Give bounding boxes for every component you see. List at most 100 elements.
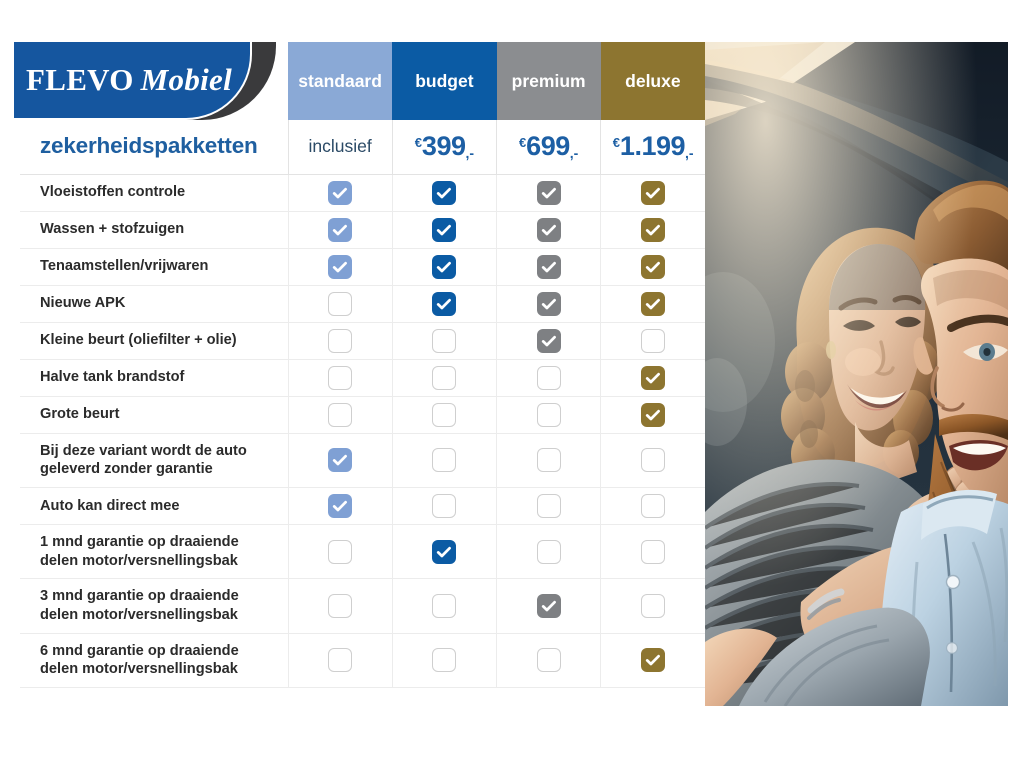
- checkbox-checked-icon[interactable]: [328, 493, 353, 518]
- feature-cell-premium[interactable]: [495, 433, 601, 488]
- feature-cell-standaard[interactable]: [287, 396, 393, 434]
- checkbox-checked-icon[interactable]: [641, 291, 666, 316]
- feature-cell-premium[interactable]: [495, 396, 601, 434]
- feature-cell-premium[interactable]: [495, 524, 601, 580]
- checkbox-checked-icon[interactable]: [536, 328, 561, 353]
- column-header-deluxe[interactable]: deluxe: [600, 42, 705, 120]
- checkbox-unchecked-icon[interactable]: [432, 328, 457, 353]
- checkbox-unchecked-icon[interactable]: [328, 539, 353, 564]
- feature-cell-budget[interactable]: [391, 633, 497, 688]
- checkbox-checked-icon[interactable]: [432, 539, 457, 564]
- checkbox-unchecked-icon[interactable]: [328, 402, 353, 427]
- feature-cell-premium[interactable]: [495, 211, 601, 249]
- checkbox-checked-icon[interactable]: [432, 180, 457, 205]
- checkbox-unchecked-icon[interactable]: [432, 448, 457, 473]
- feature-cell-budget[interactable]: [391, 487, 497, 525]
- checkbox-checked-icon[interactable]: [641, 217, 666, 242]
- checkbox-unchecked-icon[interactable]: [536, 493, 561, 518]
- feature-cell-premium[interactable]: [495, 322, 601, 360]
- checkbox-unchecked-icon[interactable]: [328, 648, 353, 673]
- checkbox-checked-icon[interactable]: [641, 365, 666, 390]
- checkbox-unchecked-icon[interactable]: [536, 365, 561, 390]
- feature-cell-premium[interactable]: [495, 578, 601, 634]
- checkbox-checked-icon[interactable]: [536, 254, 561, 279]
- checkbox-unchecked-icon[interactable]: [536, 402, 561, 427]
- checkbox-unchecked-icon[interactable]: [641, 493, 666, 518]
- checkbox-checked-icon[interactable]: [641, 254, 666, 279]
- feature-cell-budget[interactable]: [391, 433, 497, 488]
- checkbox-unchecked-icon[interactable]: [641, 593, 666, 618]
- column-header-budget[interactable]: budget: [392, 42, 497, 120]
- checkbox-checked-icon[interactable]: [536, 593, 561, 618]
- feature-cell-standaard[interactable]: [287, 174, 393, 212]
- feature-cell-budget[interactable]: [391, 396, 497, 434]
- column-header-standaard[interactable]: standaard: [288, 42, 393, 120]
- feature-cell-budget[interactable]: [391, 248, 497, 286]
- checkbox-unchecked-icon[interactable]: [641, 539, 666, 564]
- column-header-premium[interactable]: premium: [496, 42, 601, 120]
- feature-cell-standaard[interactable]: [287, 285, 393, 323]
- feature-cell-budget[interactable]: [391, 174, 497, 212]
- feature-cell-budget[interactable]: [391, 211, 497, 249]
- feature-cell-premium[interactable]: [495, 633, 601, 688]
- feature-cell-budget[interactable]: [391, 359, 497, 397]
- checkbox-checked-icon[interactable]: [641, 180, 666, 205]
- feature-cell-deluxe[interactable]: [600, 359, 705, 397]
- checkbox-checked-icon[interactable]: [641, 648, 666, 673]
- checkbox-unchecked-icon[interactable]: [432, 365, 457, 390]
- checkbox-checked-icon[interactable]: [536, 291, 561, 316]
- feature-cell-deluxe[interactable]: [600, 322, 705, 360]
- checkbox-unchecked-icon[interactable]: [536, 648, 561, 673]
- feature-cell-budget[interactable]: [391, 524, 497, 580]
- feature-cell-standaard[interactable]: [287, 211, 393, 249]
- feature-cell-standaard[interactable]: [287, 578, 393, 634]
- feature-cell-premium[interactable]: [495, 285, 601, 323]
- checkbox-unchecked-icon[interactable]: [432, 402, 457, 427]
- feature-cell-standaard[interactable]: [287, 248, 393, 286]
- checkbox-checked-icon[interactable]: [328, 217, 353, 242]
- checkbox-checked-icon[interactable]: [328, 448, 353, 473]
- checkbox-unchecked-icon[interactable]: [641, 448, 666, 473]
- checkbox-unchecked-icon[interactable]: [641, 328, 666, 353]
- checkbox-checked-icon[interactable]: [432, 291, 457, 316]
- feature-cell-premium[interactable]: [495, 487, 601, 525]
- feature-cell-standaard[interactable]: [287, 633, 393, 688]
- feature-cell-deluxe[interactable]: [600, 524, 705, 580]
- feature-cell-premium[interactable]: [495, 174, 601, 212]
- feature-cell-premium[interactable]: [495, 248, 601, 286]
- feature-cell-budget[interactable]: [391, 578, 497, 634]
- checkbox-unchecked-icon[interactable]: [328, 328, 353, 353]
- feature-cell-budget[interactable]: [391, 322, 497, 360]
- feature-cell-standaard[interactable]: [287, 322, 393, 360]
- feature-cell-deluxe[interactable]: [600, 633, 705, 688]
- feature-cell-deluxe[interactable]: [600, 285, 705, 323]
- checkbox-checked-icon[interactable]: [536, 180, 561, 205]
- feature-cell-deluxe[interactable]: [600, 433, 705, 488]
- checkbox-checked-icon[interactable]: [641, 402, 666, 427]
- checkbox-unchecked-icon[interactable]: [432, 648, 457, 673]
- checkbox-unchecked-icon[interactable]: [432, 493, 457, 518]
- checkbox-unchecked-icon[interactable]: [432, 593, 457, 618]
- feature-cell-deluxe[interactable]: [600, 396, 705, 434]
- checkbox-unchecked-icon[interactable]: [536, 448, 561, 473]
- feature-cell-standaard[interactable]: [287, 433, 393, 488]
- checkbox-unchecked-icon[interactable]: [328, 593, 353, 618]
- checkbox-checked-icon[interactable]: [432, 254, 457, 279]
- feature-cell-budget[interactable]: [391, 285, 497, 323]
- feature-cell-standaard[interactable]: [287, 359, 393, 397]
- feature-cell-deluxe[interactable]: [600, 174, 705, 212]
- feature-cell-premium[interactable]: [495, 359, 601, 397]
- checkbox-checked-icon[interactable]: [328, 254, 353, 279]
- checkbox-checked-icon[interactable]: [536, 217, 561, 242]
- checkbox-checked-icon[interactable]: [328, 180, 353, 205]
- feature-cell-deluxe[interactable]: [600, 487, 705, 525]
- checkbox-unchecked-icon[interactable]: [328, 365, 353, 390]
- feature-cell-deluxe[interactable]: [600, 248, 705, 286]
- checkbox-unchecked-icon[interactable]: [536, 539, 561, 564]
- feature-cell-deluxe[interactable]: [600, 578, 705, 634]
- checkbox-unchecked-icon[interactable]: [328, 291, 353, 316]
- feature-cell-deluxe[interactable]: [600, 211, 705, 249]
- checkbox-checked-icon[interactable]: [432, 217, 457, 242]
- feature-cell-standaard[interactable]: [287, 524, 393, 580]
- feature-cell-standaard[interactable]: [287, 487, 393, 525]
